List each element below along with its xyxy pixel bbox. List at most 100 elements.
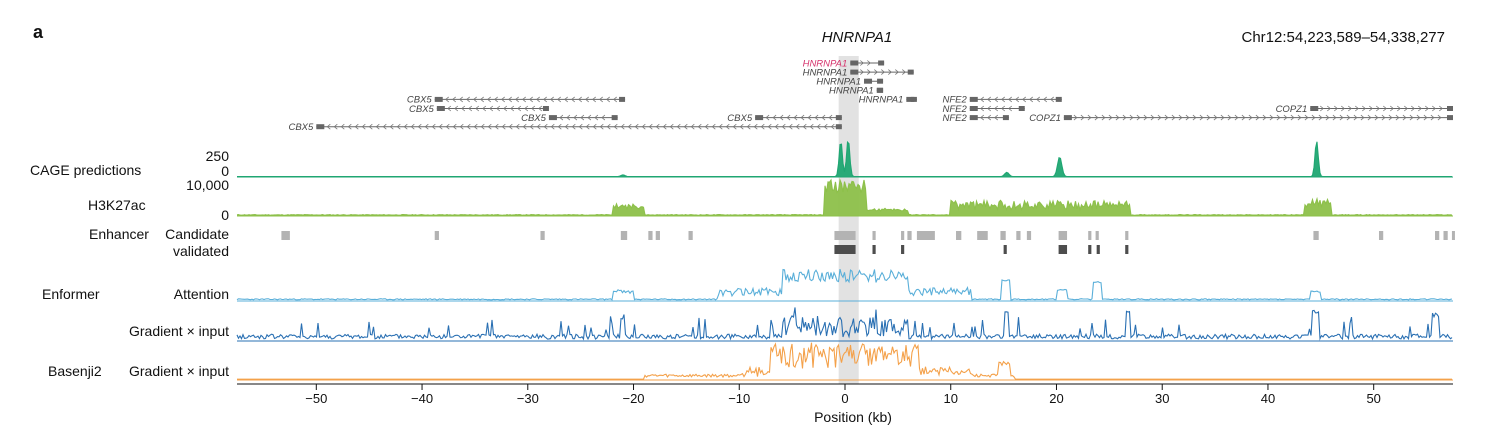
strand-arrow (368, 123, 373, 130)
strand-arrow (599, 96, 603, 103)
strand-arrow (454, 105, 459, 112)
candidate-enhancer (620, 231, 628, 240)
strand-arrow (529, 96, 533, 103)
x-tick-label: −30 (517, 391, 539, 406)
candidate-enhancer (1378, 231, 1384, 240)
strand-arrow (482, 105, 487, 112)
candidate-enhancer (1451, 231, 1455, 240)
strand-arrow (881, 69, 885, 75)
validated-enhancer (901, 245, 905, 254)
gene-exon (1447, 115, 1453, 121)
strand-arrow (987, 96, 992, 103)
strand-arrow (1423, 114, 1428, 121)
gene-exon (1002, 115, 1009, 121)
strand-arrow (1437, 114, 1442, 121)
x-axis: −50 −40 −30 −20 −10 0 10 20 30 40 50 (237, 383, 1453, 406)
strand-arrow (641, 123, 646, 130)
validated-enhancer (1125, 245, 1129, 254)
strand-arrow (1199, 114, 1204, 121)
strand-arrow (1192, 114, 1197, 121)
gene-label: CBX5 (288, 122, 314, 133)
strand-arrow (1029, 96, 1034, 103)
strand-arrow (1122, 114, 1127, 121)
h3k27ac-track-label: H3K27ac (88, 197, 146, 213)
strand-arrow (496, 105, 501, 112)
strand-arrow (795, 123, 800, 130)
strand-arrow (1171, 114, 1176, 121)
strand-arrow (718, 123, 723, 130)
candidate-enhancer (1313, 231, 1319, 240)
gene-exon (850, 69, 859, 75)
strand-arrow (1080, 114, 1085, 121)
strand-arrow (793, 114, 798, 121)
strand-arrow (1346, 114, 1351, 121)
strand-arrow (1311, 114, 1316, 121)
gene-exon (877, 87, 884, 93)
gene-exon (835, 124, 842, 130)
x-tick-label: 40 (1261, 391, 1275, 406)
strand-arrow (1220, 114, 1225, 121)
x-tick-label: 30 (1155, 391, 1169, 406)
gene-exon (316, 124, 325, 130)
strand-arrow (1185, 114, 1190, 121)
strand-arrow (592, 123, 597, 130)
enhancer-candidate-label: Candidate (165, 226, 229, 242)
strand-arrow (468, 105, 473, 112)
validated-enhancer (1096, 245, 1100, 254)
x-tick-label: 10 (944, 391, 958, 406)
candidate-enhancer (834, 231, 856, 240)
h3k27ac-track (236, 177, 1453, 217)
gene-label: CBX5 (521, 113, 547, 124)
strand-arrow (1382, 105, 1387, 112)
strand-arrow (655, 123, 660, 130)
enhancer-validated-track (834, 245, 1129, 254)
strand-arrow (1409, 114, 1414, 121)
candidate-enhancer (907, 231, 912, 240)
gene-exon (755, 115, 764, 121)
gene-exon (611, 115, 618, 121)
strand-arrow (1368, 105, 1373, 112)
strand-arrow (1143, 114, 1148, 121)
strand-arrow (1389, 105, 1394, 112)
candidate-enhancer (688, 231, 693, 240)
strand-arrow (438, 123, 443, 130)
strand-arrow (557, 96, 561, 103)
strand-arrow (459, 123, 464, 130)
cage-track-label: CAGE predictions (30, 162, 141, 178)
strand-arrow (550, 96, 554, 103)
candidate-enhancer (540, 231, 545, 240)
strand-arrow (772, 114, 777, 121)
gene-exon (969, 106, 978, 111)
strand-arrow (466, 123, 471, 130)
strand-arrow (1395, 114, 1400, 121)
gene-exon (907, 69, 914, 75)
strand-arrow (557, 123, 562, 130)
strand-arrow (648, 123, 653, 130)
cage-ymax-label: 250 (206, 148, 230, 164)
gene-exon (548, 115, 557, 121)
candidate-enhancer (1435, 231, 1440, 240)
basenji-gradient-line (237, 342, 1452, 380)
candidate-enhancer (1058, 231, 1068, 240)
strand-arrow (620, 123, 625, 130)
enformer-gradient-track (236, 307, 1453, 342)
strand-arrow (800, 114, 805, 121)
strand-arrow (1136, 114, 1141, 121)
strand-arrow (1206, 114, 1211, 121)
strand-arrow (417, 123, 422, 130)
strand-arrow (1388, 114, 1393, 121)
basenji-model-label: Basenji2 (48, 363, 102, 379)
gene-exon (906, 96, 915, 102)
strand-arrow (522, 96, 526, 103)
gene-label: HNRNPA1 (803, 67, 848, 78)
strand-arrow (1115, 114, 1120, 121)
candidate-enhancer (956, 231, 962, 240)
gene-exon (1063, 115, 1072, 121)
strand-arrow (1150, 114, 1155, 121)
strand-arrow (501, 96, 505, 103)
gene-label: HNRNPA1 (829, 86, 874, 97)
strand-arrow (830, 123, 835, 130)
x-tick-label: 0 (841, 391, 848, 406)
strand-arrow (361, 123, 366, 130)
